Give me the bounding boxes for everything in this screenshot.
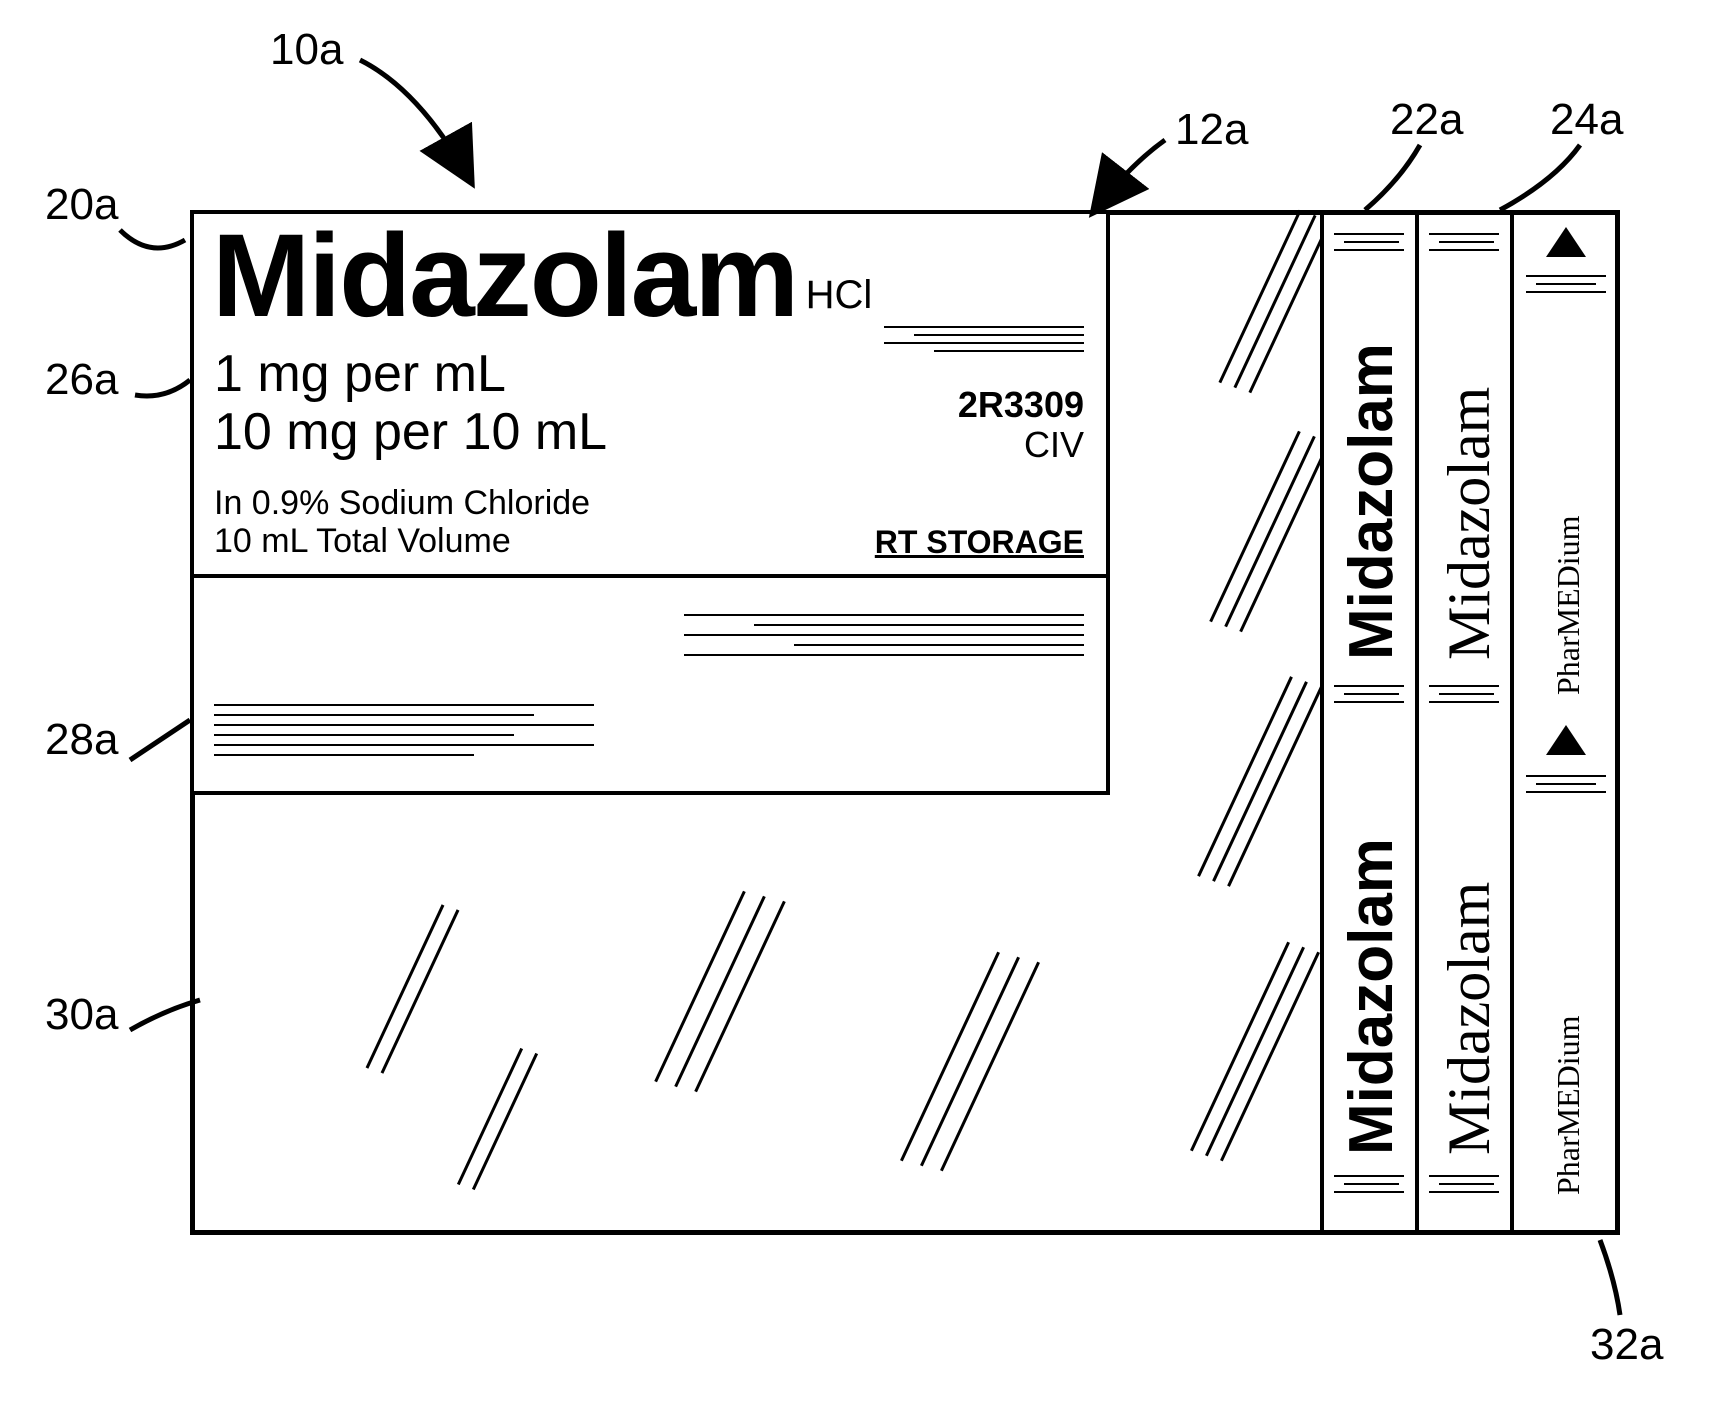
leader-lines [0,0,1734,1424]
